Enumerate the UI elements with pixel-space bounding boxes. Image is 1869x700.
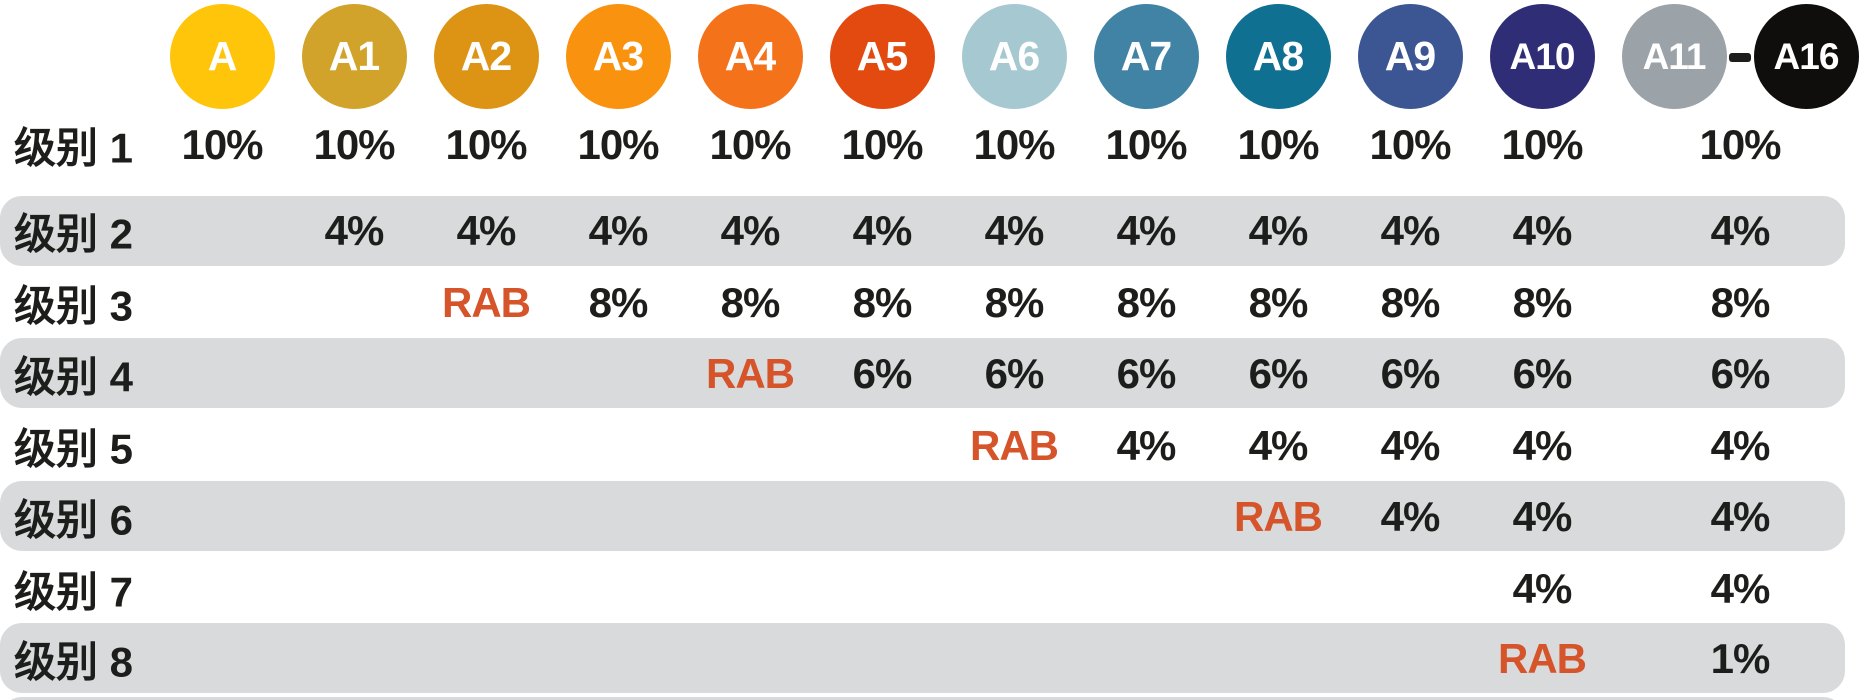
rab-cell: RAB [1498,635,1587,682]
value-cell: 4% [456,207,517,254]
value-cell: 10% [577,121,659,168]
rab-cell: RAB [1234,493,1323,540]
value-cell: 6% [1512,350,1573,397]
row-label: 级别 3 [14,282,134,330]
value-cell: 4% [1710,207,1771,254]
value-cell: 10% [1237,121,1319,168]
value-cell: 10% [841,121,923,168]
value-cell: 10% [1501,121,1583,168]
value-cell: 8% [1248,279,1309,326]
header-circle-label: A8 [1252,33,1304,79]
row-shade-bar [0,196,1845,266]
row-shade-bar [0,338,1845,408]
value-cell: 10% [1699,121,1781,168]
header-circle-a16: A16 [1753,4,1859,109]
row-label: 级别 5 [14,425,134,473]
value-cell: 8% [1710,279,1771,326]
value-cell: 8% [1116,279,1177,326]
value-cell: 4% [720,207,781,254]
row-shade-bar [0,623,1845,693]
row-label: 级别 8 [14,638,134,686]
rab-cell: RAB [706,350,795,397]
header-circle-label: A1 [328,33,380,79]
rab-cell: RAB [970,422,1059,469]
header-circle-a: A [169,4,275,109]
row-label: 级别 4 [14,353,134,401]
header-circle-label: A4 [724,33,776,79]
value-cell: 8% [1512,279,1573,326]
row-label: 级别 1 [14,124,134,172]
header-circle-a4: A4 [697,4,803,109]
value-cell: 6% [1380,350,1441,397]
header-circle-label: A9 [1384,33,1436,79]
header-circle-a11: A11 [1621,4,1727,109]
header-circle-label: A11 [1642,35,1707,77]
header-circle-a2: A2 [433,4,539,109]
header-circle-label: A3 [592,33,644,79]
value-cell: 4% [1512,565,1573,612]
row-shade-bar [0,481,1845,551]
row-label: 级别 7 [14,568,134,616]
value-cell: 6% [1248,350,1309,397]
row-label: 级别 6 [14,496,134,544]
value-cell: 4% [1710,493,1771,540]
value-cell: 4% [1248,207,1309,254]
value-cell: 10% [181,121,263,168]
header-circle-a1: A1 [301,4,407,109]
value-cell: 4% [1710,422,1771,469]
value-cell: 4% [1116,207,1177,254]
value-cell: 4% [1380,422,1441,469]
header-circle-a7: A7 [1093,4,1199,109]
header-circle-label: A5 [856,33,908,79]
value-cell: 4% [1380,493,1441,540]
value-cell: 10% [1105,121,1187,168]
value-cell: 10% [445,121,527,168]
header-circle-label: A6 [988,33,1040,79]
value-cell: 6% [852,350,913,397]
header-circle-label: A16 [1773,35,1840,77]
header-circle-label: A [207,33,238,79]
value-cell: 4% [1248,422,1309,469]
value-cell: 4% [324,207,385,254]
header-circle-label: A2 [460,33,512,79]
rab-cell: RAB [442,279,531,326]
value-cell: 6% [984,350,1045,397]
header-circle-a9: A9 [1357,4,1463,109]
header-circle-a8: A8 [1225,4,1331,109]
header-range-dash-icon [1729,52,1751,62]
value-cell: 4% [984,207,1045,254]
value-cell: 8% [1380,279,1441,326]
header-circle-label: A7 [1120,33,1172,79]
row-label: 级别 2 [14,210,134,258]
value-cell: 10% [709,121,791,168]
value-cell: 4% [1116,422,1177,469]
value-cell: 1% [1710,635,1771,682]
header-circle-a10: A10 [1489,4,1595,109]
header-circle-label: A10 [1509,35,1576,77]
header-circle-a5: A5 [829,4,935,109]
value-cell: 4% [1380,207,1441,254]
value-cell: 4% [1512,422,1573,469]
value-cell: 8% [588,279,649,326]
value-cell: 4% [1710,565,1771,612]
value-cell: 6% [1116,350,1177,397]
value-cell: 4% [852,207,913,254]
value-cell: 4% [1512,207,1573,254]
value-cell: 10% [1369,121,1451,168]
value-cell: 10% [973,121,1055,168]
value-cell: 6% [1710,350,1771,397]
cutoff-next-row-bar [0,697,1845,700]
value-cell: 8% [852,279,913,326]
header-circle-a6: A6 [961,4,1067,109]
value-cell: 4% [1512,493,1573,540]
value-cell: 8% [984,279,1045,326]
value-cell: 10% [313,121,395,168]
header-circle-a3: A3 [565,4,671,109]
value-cell: 8% [720,279,781,326]
value-cell: 4% [588,207,649,254]
